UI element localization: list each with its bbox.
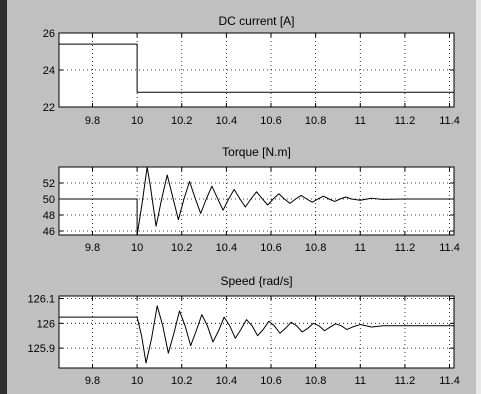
series-line-1	[59, 167, 454, 235]
y-tick-label: 24	[43, 65, 55, 77]
x-tick-label: 10.6	[260, 375, 281, 387]
x-tick-label: 10.8	[305, 375, 326, 387]
chart-panel-1: 9.8 10 10.2 10.4 10.6 10.8 11 11.2 11.4 22 24 26 DC …	[43, 14, 460, 127]
window-right-edge	[476, 0, 481, 394]
plot-area	[59, 33, 454, 107]
x-tick-label: 11.2	[395, 375, 416, 387]
plot-frame	[58, 166, 455, 236]
x-tick-label: 11	[355, 242, 366, 254]
y-tick-label: 46	[43, 226, 55, 238]
y-tick-label: 52	[43, 178, 55, 190]
x-tick-label: 10.2	[171, 115, 192, 127]
x-tick-label: 10.6	[260, 242, 281, 254]
y-tick-label: 50	[43, 194, 55, 206]
x-tick-label: 11.4	[439, 375, 460, 387]
x-tick-label: 11.4	[439, 242, 460, 254]
x-tick-label: 11.4	[439, 115, 460, 127]
plot-frame	[58, 295, 455, 369]
x-tick-label: 11	[355, 375, 366, 387]
x-tick-label: 10.4	[216, 242, 237, 254]
x-tick-label: 10	[131, 375, 143, 387]
chart-title: DC current [A]	[218, 14, 294, 28]
series-line-1	[59, 43, 454, 93]
y-tick-label: 48	[43, 210, 55, 222]
y-tick-label: 22	[43, 102, 55, 114]
chart-panel-3: 9.8 10 10.2 10.4 10.6 10.8 11 11.2 11.4 125.9 126 1…	[27, 274, 459, 387]
x-tick-label: 10.2	[171, 242, 192, 254]
plot-area	[59, 167, 454, 235]
y-tick-label: 126	[37, 318, 55, 330]
x-tick-label: 11.2	[395, 115, 416, 127]
x-tick-label: 10.4	[216, 375, 237, 387]
x-tick-label: 10.8	[305, 115, 326, 127]
y-tick-label: 126.1	[27, 293, 55, 305]
y-tick-label: 125.9	[27, 343, 55, 355]
x-tick-label: 11.2	[395, 242, 416, 254]
x-tick-label: 9.8	[85, 115, 100, 127]
chart-panel-2: 9.8 10 10.2 10.4 10.6 10.8 11 11.2 11.4 46 48 50 52 T…	[43, 145, 460, 254]
x-tick-label: 10.6	[260, 115, 281, 127]
x-tick-label: 10.2	[171, 375, 192, 387]
plot-area	[59, 296, 454, 368]
window-left-edge	[0, 0, 7, 394]
x-tick-label: 9.8	[85, 375, 100, 387]
x-tick-label: 10.4	[216, 115, 237, 127]
x-tick-label: 10	[131, 115, 143, 127]
y-tick-label: 26	[43, 28, 55, 40]
series-line-1	[59, 305, 454, 364]
chart-title: Torque [N.m]	[222, 145, 291, 159]
x-tick-label: 11	[355, 115, 366, 127]
x-tick-label: 9.8	[85, 242, 100, 254]
x-tick-label: 10	[131, 242, 143, 254]
x-tick-label: 10.8	[305, 242, 326, 254]
chart-title: Speed {rad/s]	[220, 274, 292, 288]
